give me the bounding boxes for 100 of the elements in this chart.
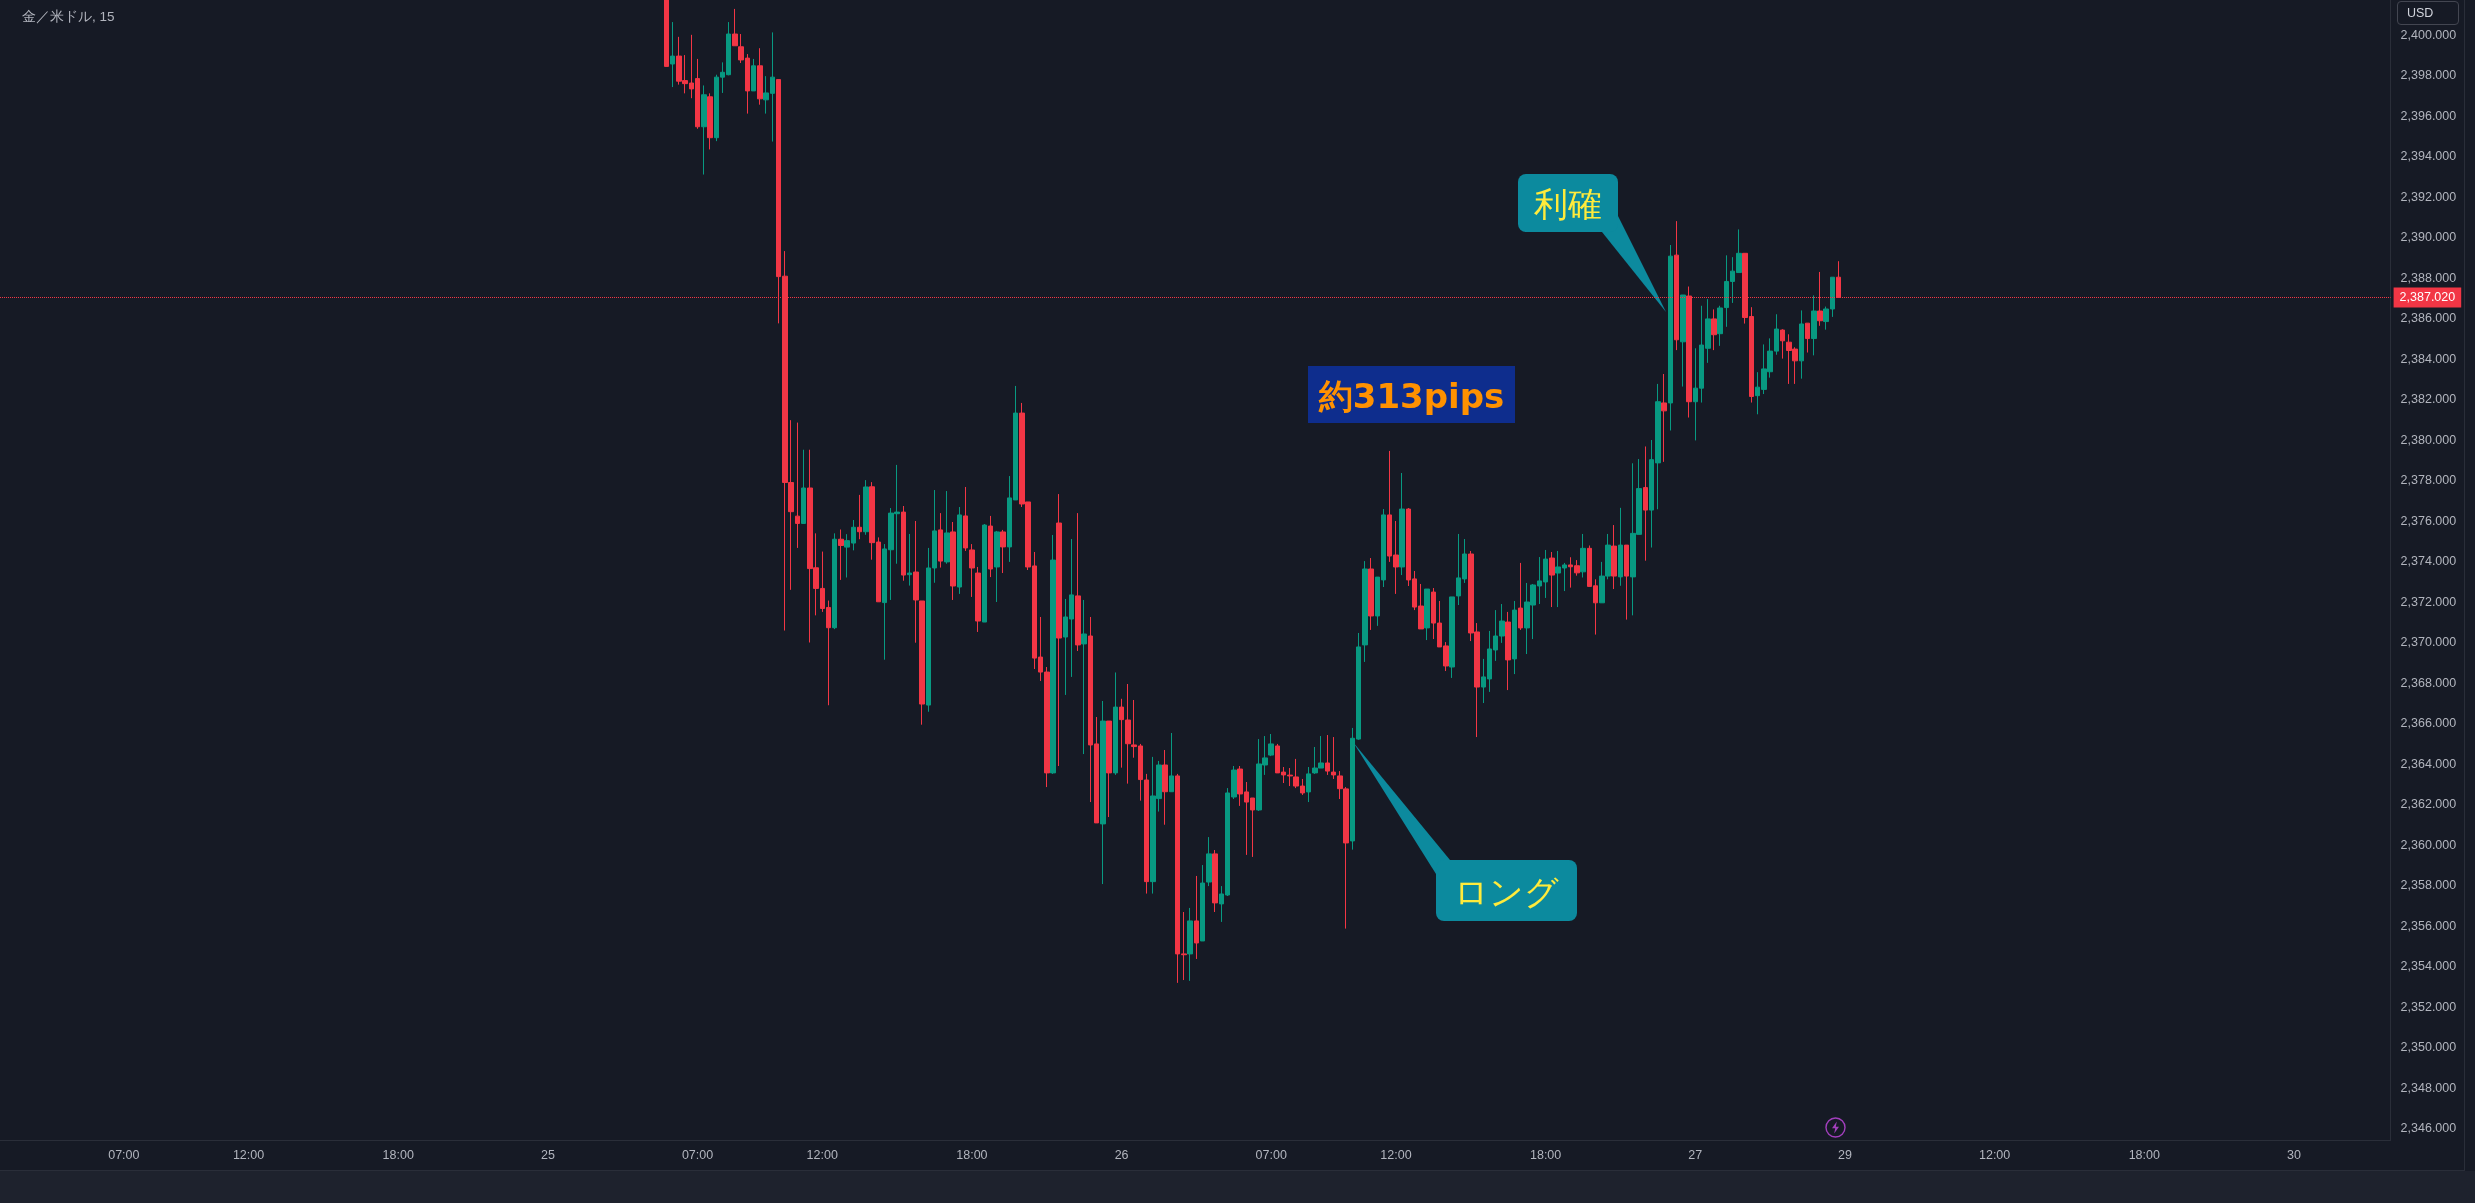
candlestick bbox=[757, 47, 763, 106]
candlestick bbox=[1162, 749, 1168, 826]
candlestick bbox=[1805, 322, 1810, 354]
candlestick bbox=[1549, 551, 1555, 608]
y-tick-label: 2,392.000 bbox=[2400, 189, 2457, 204]
candlestick bbox=[732, 8, 738, 47]
x-tick-label: 12:00 bbox=[1978, 1147, 2011, 1162]
y-tick-label: 2,370.000 bbox=[2400, 635, 2457, 650]
x-tick-label: 07:00 bbox=[1255, 1147, 1287, 1162]
annotation: ロング bbox=[1454, 871, 1559, 912]
candlestick bbox=[1113, 671, 1118, 776]
candlestick bbox=[1799, 309, 1804, 380]
y-tick-label: 2,386.000 bbox=[2400, 311, 2457, 326]
x-tick-label: 18:00 bbox=[382, 1147, 414, 1162]
candlestick bbox=[1075, 512, 1081, 652]
y-tick-label: 2,348.000 bbox=[2400, 1080, 2457, 1095]
y-tick-label: 2,358.000 bbox=[2400, 878, 2457, 893]
candlestick bbox=[901, 505, 906, 582]
candlestick bbox=[1362, 560, 1368, 663]
x-tick-label: 18:00 bbox=[2128, 1147, 2160, 1162]
candlestick bbox=[982, 523, 987, 623]
candlestick bbox=[701, 84, 707, 176]
candlestick bbox=[838, 529, 844, 581]
y-tick-label: 2,354.000 bbox=[2400, 959, 2457, 974]
candlestick bbox=[670, 21, 675, 88]
candlestick bbox=[857, 494, 862, 540]
y-tick-label: 2,388.000 bbox=[2400, 270, 2457, 285]
y-tick-label: 2,362.000 bbox=[2400, 797, 2457, 812]
candlestick bbox=[1661, 373, 1667, 463]
candlestick bbox=[1512, 600, 1517, 675]
annotation: 約313pips bbox=[1317, 375, 1505, 416]
candlestick bbox=[1050, 534, 1056, 775]
y-tick-label: 2,350.000 bbox=[2400, 1040, 2457, 1055]
candlestick bbox=[1056, 493, 1062, 767]
candlestick bbox=[1424, 588, 1430, 641]
y-tick-label: 2,368.000 bbox=[2400, 675, 2457, 690]
y-tick-label: 2,384.000 bbox=[2400, 351, 2457, 366]
candlestick bbox=[950, 521, 956, 601]
y-tick-label: 2,398.000 bbox=[2400, 68, 2457, 83]
annotation: 利確 bbox=[1534, 184, 1602, 224]
candlestick bbox=[1780, 328, 1785, 360]
candlestick bbox=[1268, 733, 1274, 757]
y-tick-label: 2,390.000 bbox=[2400, 230, 2457, 245]
candlestick bbox=[1643, 445, 1648, 562]
y-tick-label: 2,360.000 bbox=[2400, 837, 2457, 852]
x-tick-label: 25 bbox=[540, 1147, 555, 1162]
y-tick-label: 2,352.000 bbox=[2400, 999, 2457, 1014]
y-tick-label: 2,376.000 bbox=[2400, 513, 2457, 528]
y-tick-label: 2,366.000 bbox=[2400, 716, 2457, 731]
x-tick-label: 12:00 bbox=[1380, 1147, 1412, 1162]
candlestick bbox=[832, 532, 837, 630]
y-tick-label: 2,394.000 bbox=[2400, 149, 2457, 164]
candlestick bbox=[1518, 562, 1523, 631]
y-tick-label: 2,400.000 bbox=[2400, 27, 2457, 42]
y-axis-title: USD bbox=[2397, 1, 2459, 25]
y-tick-label: 2,396.000 bbox=[2400, 108, 2457, 123]
candlestick bbox=[1624, 544, 1629, 621]
candlestick bbox=[801, 449, 806, 524]
candlestick bbox=[1106, 720, 1112, 818]
candlestick bbox=[1680, 294, 1686, 388]
x-tick-label: 12:00 bbox=[806, 1147, 838, 1162]
text: 金／米ドル, 15 bbox=[22, 8, 115, 24]
candlestick bbox=[664, 0, 669, 67]
candlestick bbox=[988, 515, 993, 578]
x-tick-label: 18:00 bbox=[1529, 1147, 1562, 1162]
candlestick bbox=[1000, 529, 1006, 574]
candlestick bbox=[1169, 732, 1174, 793]
candlestick bbox=[975, 566, 981, 633]
candlestick bbox=[751, 58, 756, 92]
y-tick-label: 2,372.000 bbox=[2400, 594, 2457, 609]
candlestick bbox=[1399, 472, 1405, 576]
x-tick-label: 26 bbox=[1114, 1147, 1129, 1162]
candlestick bbox=[1611, 524, 1617, 590]
x-tick-label: 07:00 bbox=[681, 1147, 714, 1162]
candlestick bbox=[1368, 557, 1374, 631]
x-tick-label: 29 bbox=[1838, 1147, 1852, 1162]
candlestick bbox=[1505, 611, 1511, 691]
y-tick-label: 2,382.000 bbox=[2400, 392, 2457, 407]
candlestick bbox=[1668, 244, 1673, 431]
x-tick-label: 12:00 bbox=[232, 1147, 265, 1162]
candlestick bbox=[1100, 700, 1106, 885]
candlestick bbox=[938, 512, 943, 569]
y-tick-label: 2,356.000 bbox=[2400, 918, 2457, 933]
candlestick bbox=[1811, 294, 1817, 356]
y-tick-label: 2,380.000 bbox=[2400, 432, 2457, 447]
x-tick-label: 30 bbox=[2286, 1147, 2301, 1162]
y-tick-label: 2,346.000 bbox=[2400, 1121, 2457, 1136]
candlestick bbox=[863, 479, 869, 536]
candlestick bbox=[994, 530, 1000, 603]
candlestick bbox=[907, 533, 912, 587]
candlestick bbox=[963, 486, 968, 552]
candlestick bbox=[1187, 907, 1193, 982]
candlestick bbox=[957, 506, 962, 595]
x-tick-label: 27 bbox=[1688, 1147, 1703, 1162]
candlestick bbox=[1580, 533, 1586, 578]
x-tick-label: 18:00 bbox=[956, 1147, 988, 1162]
candlestick bbox=[1212, 849, 1218, 913]
candlestick bbox=[969, 543, 975, 598]
candlestick bbox=[1081, 599, 1087, 755]
x-tick-label: 07:00 bbox=[108, 1147, 140, 1162]
